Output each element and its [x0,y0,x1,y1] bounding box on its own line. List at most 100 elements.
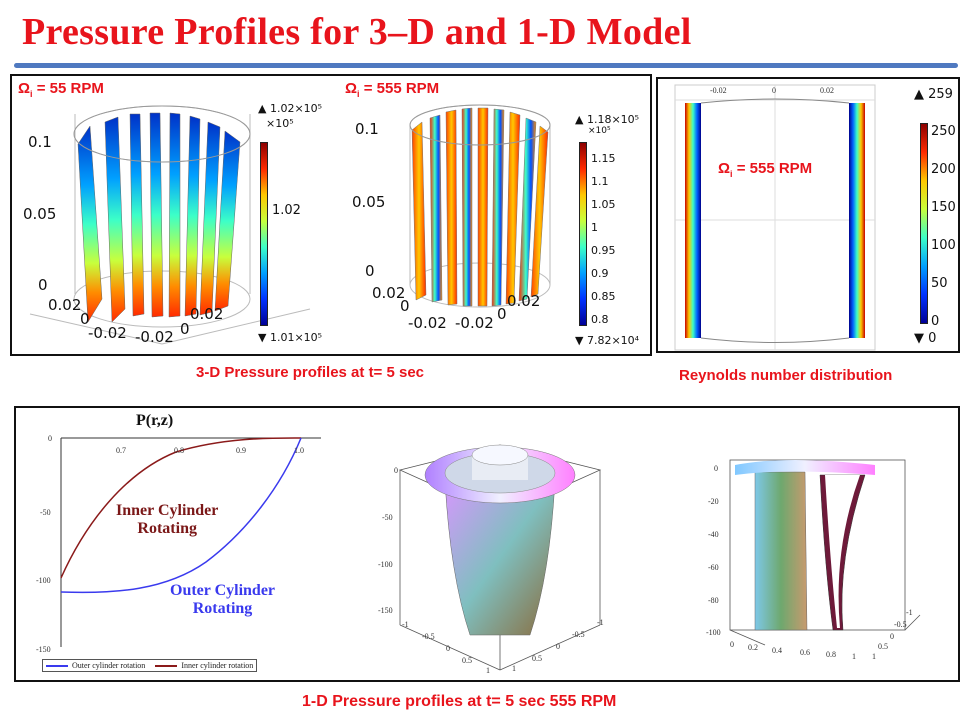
z-tick: 0.1 [355,120,379,138]
z-tick: 0.05 [352,193,386,211]
colorbar-tick-555: 0.9 [591,267,609,280]
y-tick: -50 [40,508,51,517]
y-tick: 0.5 [878,642,888,651]
line-plot-legend: Outer cylinder rotation Inner cylinder r… [42,659,258,672]
omega-label-55: Ωi = 55 RPM [18,80,104,99]
z-tick: -80 [708,596,719,605]
colorbar-tick-reynolds: 50 [931,276,948,291]
x-tick: 0 [446,644,450,653]
y-tick: -1 [597,618,604,627]
colorbar-tick-555: 0.95 [591,244,616,257]
outer-cylinder-label: Outer Cylinder Rotating [170,582,276,617]
z-tick: -20 [708,497,719,506]
legend-swatch-inner [155,664,178,667]
z-tick: 0 [365,262,375,280]
omega-symbol: Ω [345,80,358,97]
x-tick: 0.6 [800,648,810,657]
z-tick: -100 [378,560,393,569]
xy-tick: 0 [180,320,190,338]
top-tick: 0.02 [820,86,834,95]
inner-cylinder-curve [60,437,302,579]
z-tick: 0.05 [23,205,57,223]
x-tick: 0.9 [236,446,246,455]
colorbar-tick-reynolds: 250 [931,124,956,139]
reynolds-plot [674,84,876,351]
z-tick: 0 [394,466,398,475]
xy-tick: -0.02 [455,314,494,332]
x-tick: 1 [852,652,856,661]
cylinder-plot-55rpm [29,105,311,345]
caption-3d: 3-D Pressure profiles at t= 5 sec [196,364,425,381]
caption-reynolds: Reynolds number distribution [679,367,893,384]
x-tick: 0.8 [174,446,184,455]
z-tick: 0 [38,276,48,294]
outer-cylinder-curve [60,437,302,594]
xy-tick: -0.02 [408,314,447,332]
colorbar-55 [260,142,268,326]
y-tick: -150 [36,645,51,654]
top-tick: 0 [772,86,776,95]
colorbar-tick-555: 0.85 [591,290,616,303]
colorbar-tick-555: 1 [591,221,598,234]
y-tick: 1 [872,652,876,661]
colorbar-max-reynolds: ▲ 259 [914,87,953,102]
x-tick: 0 [730,640,734,649]
y-tick: -0.5 [572,630,585,639]
line-plot-title: P(r,z) [136,412,174,429]
omega-value: = 55 RPM [36,80,104,97]
x-tick: 1.0 [294,446,304,455]
title-underline [14,63,958,68]
top-tick: -0.02 [710,86,727,95]
x-tick: -1 [402,620,409,629]
legend-outer: Outer cylinder rotation [72,661,146,670]
omega-subscript: i [357,89,360,99]
colorbar-tick-555: 0.8 [591,313,609,326]
colorbar-scale-555: ×10⁵ [588,126,611,136]
colorbar-tick-reynolds: 100 [931,238,956,253]
caption-1d: 1-D Pressure profiles at t= 5 sec 555 RP… [302,693,617,710]
colorbar-scale-55: ×10⁵ [266,117,294,130]
xy-tick: -0.02 [88,324,127,342]
pressure-line-plot [60,437,321,647]
colorbar-reynolds [920,123,928,324]
z-tick: 0 [714,464,718,473]
xy-tick: 0 [400,297,410,315]
inner-cylinder-label: Inner Cylinder Rotating [116,502,219,537]
x-tick: 0.2 [748,643,758,652]
pressure-surface-3d-1 [398,444,602,671]
y-tick: 0.5 [532,654,542,663]
z-tick: -40 [708,530,719,539]
omega-value: = 555 RPM [363,80,440,97]
x-tick: 0.5 [462,656,472,665]
colorbar-max-555: ▲ 1.18×10⁵ [575,113,640,126]
omega-subscript: i [730,169,733,179]
pressure-strips-55 [77,112,241,323]
colorbar-max-55: ▲ 1.02×10⁵ [258,102,323,115]
colorbar-tick-555: 1.05 [591,198,616,211]
x-tick: 0.8 [826,650,836,659]
omega-label-555: Ωi = 555 RPM [345,80,439,99]
y-tick: 0 [48,434,52,443]
xy-tick: -0.02 [135,328,174,346]
omega-subscript: i [30,89,33,99]
cylinder-plot-555rpm [409,104,551,308]
omega-symbol: Ω [718,160,731,177]
xy-tick: 0 [80,310,90,328]
y-tick: 1 [512,664,516,673]
xy-tick: 0.02 [190,305,224,323]
colorbar-tick-555: 1.15 [591,152,616,165]
colorbar-min-555: ▼ 7.82×10⁴ [575,334,640,347]
y-tick: -100 [36,576,51,585]
y-tick: -1 [906,608,913,617]
colorbar-tick-reynolds: 0 [931,314,940,329]
xy-tick: 0.02 [372,284,406,302]
legend-inner: Inner cylinder rotation [181,661,254,670]
y-tick: 0 [890,632,894,641]
y-tick: -0.5 [894,620,907,629]
xy-tick: 0.02 [507,292,541,310]
omega-value: = 555 RPM [736,160,813,177]
pressure-surface-3d-2 [729,459,921,646]
x-tick: 1 [486,666,490,675]
slide-title: Pressure Profiles for 3–D and 1-D Model [22,11,692,53]
xy-tick: 0 [497,305,507,323]
